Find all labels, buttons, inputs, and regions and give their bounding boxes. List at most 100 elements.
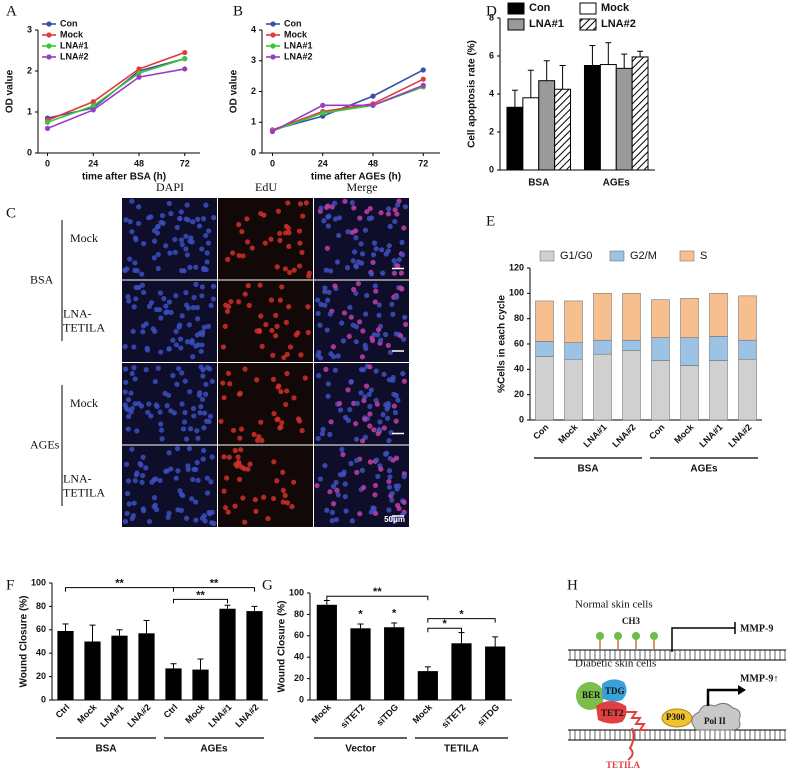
- y-tick-label: 40: [514, 364, 524, 374]
- legend-marker: [270, 43, 276, 49]
- y-tick-label: 3: [251, 55, 256, 65]
- column-header: Merge: [346, 180, 377, 194]
- nucleus: [343, 414, 349, 421]
- nucleus: [182, 378, 188, 384]
- nucleus: [350, 258, 356, 264]
- y-axis-label: %Cells in each cycle: [497, 295, 508, 393]
- nucleus: [286, 243, 292, 249]
- lncrna-label: TETILA: [606, 760, 641, 770]
- nucleus: [391, 270, 398, 276]
- nucleus: [225, 256, 231, 262]
- nucleus: [210, 283, 217, 289]
- bar-segment: [651, 360, 670, 421]
- nucleus: [356, 319, 363, 325]
- y-tick-label: 0: [27, 147, 32, 157]
- nucleus: [163, 303, 169, 309]
- gene-label: MMP-9: [740, 623, 773, 634]
- nucleus: [200, 373, 206, 379]
- scale-bar-label: 50μm: [384, 515, 405, 524]
- nucleus: [247, 461, 253, 467]
- nucleus: [371, 240, 378, 246]
- nucleus: [193, 499, 199, 505]
- promoter-active: [706, 688, 738, 706]
- nucleus: [170, 372, 176, 379]
- bar-segment: [593, 339, 612, 355]
- nucleus: [228, 298, 234, 305]
- nucleus: [175, 507, 181, 513]
- nucleus: [353, 324, 360, 330]
- nucleus: [386, 206, 392, 212]
- nucleus: [380, 411, 386, 418]
- nucleus: [279, 420, 285, 426]
- nucleus: [368, 509, 374, 515]
- nucleus: [363, 383, 370, 389]
- nucleus: [128, 409, 134, 415]
- nucleus: [375, 332, 381, 338]
- nucleus: [393, 418, 399, 424]
- y-tick-label: 20: [36, 671, 46, 681]
- nucleus: [237, 435, 243, 441]
- nucleus: [158, 421, 164, 427]
- nucleus: [353, 235, 359, 241]
- nucleus: [373, 368, 379, 374]
- bar: [84, 641, 101, 700]
- point: [370, 102, 376, 108]
- nucleus: [341, 469, 347, 475]
- nucleus: [183, 216, 189, 222]
- nucleus: [199, 284, 205, 290]
- group-label: Vector: [345, 744, 376, 755]
- nucleus: [335, 353, 341, 359]
- nucleus: [242, 291, 248, 297]
- nucleus: [201, 266, 207, 273]
- group-label: TETILA: [444, 744, 479, 755]
- nucleus: [191, 413, 197, 419]
- nucleus: [386, 507, 392, 513]
- nucleus: [205, 240, 212, 246]
- nucleus: [279, 284, 285, 290]
- nucleus: [280, 499, 286, 505]
- nucleus: [394, 486, 400, 492]
- nucleus: [220, 344, 227, 350]
- nucleus: [259, 343, 265, 349]
- nucleus: [372, 482, 379, 489]
- nucleus: [324, 245, 330, 251]
- nucleus: [399, 239, 405, 245]
- legend-marker: [46, 54, 52, 60]
- nucleus: [129, 446, 135, 452]
- nucleus: [245, 283, 251, 289]
- nucleus: [325, 223, 331, 229]
- nucleus: [158, 427, 165, 433]
- nucleus: [178, 491, 185, 497]
- nucleus: [227, 381, 233, 387]
- y-tick-label: 60: [514, 338, 524, 348]
- nucleus: [179, 241, 185, 248]
- nucleus: [187, 426, 194, 432]
- group-label: BSA: [30, 272, 54, 286]
- nucleus: [194, 332, 200, 338]
- nucleus: [172, 249, 178, 255]
- nucleus: [383, 251, 389, 257]
- nucleus: [370, 259, 376, 265]
- nucleus: [197, 410, 203, 416]
- nucleus: [131, 500, 137, 506]
- nucleus: [190, 405, 197, 412]
- nucleus: [195, 435, 201, 441]
- y-tick-label: 6: [489, 50, 494, 60]
- nucleus: [322, 285, 328, 291]
- nucleus: [138, 403, 145, 409]
- nucleus: [140, 506, 146, 512]
- y-tick-label: 120: [509, 262, 524, 272]
- nucleus: [278, 424, 284, 430]
- nucleus: [353, 264, 360, 270]
- nucleus: [193, 517, 199, 523]
- point: [182, 66, 188, 72]
- nucleus: [359, 251, 366, 257]
- nucleus: [392, 409, 399, 416]
- nucleus: [274, 478, 280, 484]
- nucleus: [355, 280, 362, 287]
- nucleus: [381, 371, 387, 377]
- nucleus: [236, 476, 243, 483]
- nucleus: [254, 377, 260, 383]
- nucleus: [238, 447, 244, 453]
- nucleus: [299, 427, 305, 434]
